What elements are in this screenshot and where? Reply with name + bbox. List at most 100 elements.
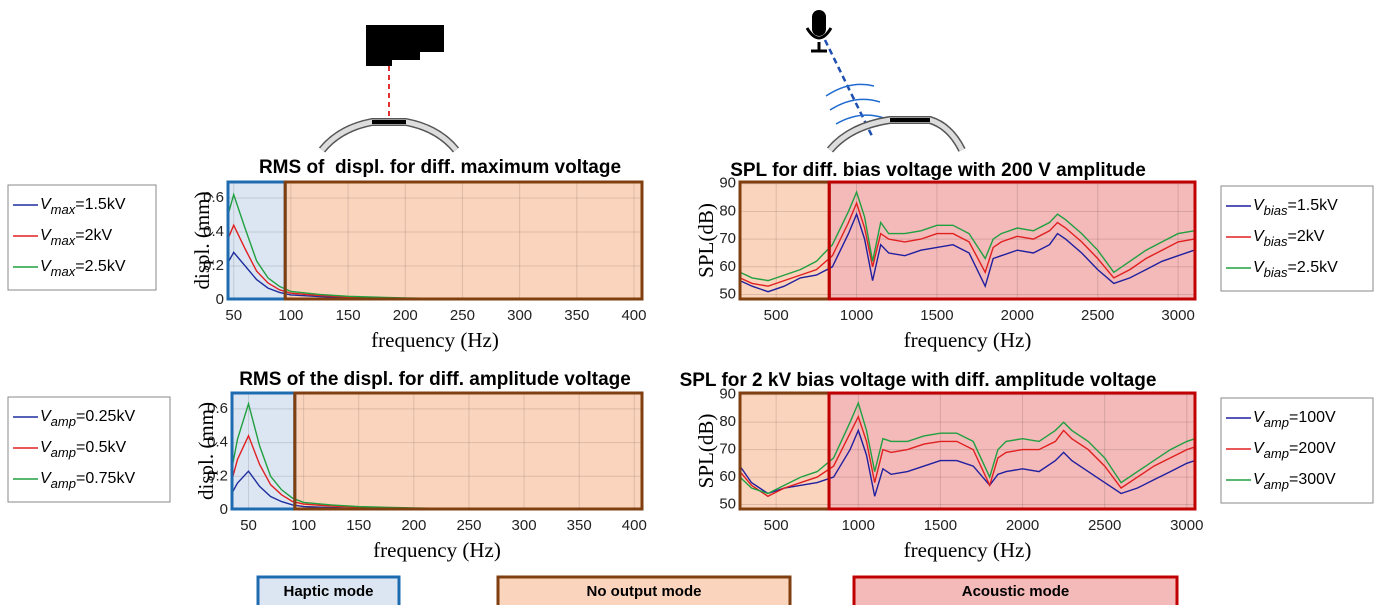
y-tick-label: 60 [719, 258, 736, 275]
x-tick-label: 1500 [924, 517, 957, 534]
mode-band [829, 181, 1195, 300]
x-tick-label: 3000 [1161, 307, 1194, 324]
legend-label: Vamp=200V [1253, 440, 1336, 461]
legend-subscript: bias [1264, 234, 1288, 249]
legend-box [1220, 185, 1374, 292]
x-tick-label: 1000 [842, 517, 875, 534]
legend-label: Vbias=2.5kV [1253, 259, 1338, 280]
legend-value: =1.5kV [1288, 197, 1339, 214]
x-axis-label: frequency (Hz) [371, 328, 499, 352]
x-tick-label: 150 [346, 517, 371, 534]
legend-subscript: amp [51, 476, 76, 491]
x-tick-label: 300 [507, 307, 532, 324]
legend-value: =200V [1289, 440, 1336, 457]
y-tick-label: 0.4 [207, 434, 228, 451]
mode-band-border [827, 391, 1197, 511]
legend-symbol: V [1253, 409, 1265, 426]
x-tick-label: 400 [621, 307, 646, 324]
y-tick-label: 0.4 [203, 223, 224, 240]
legend-value: =300V [1289, 471, 1336, 488]
x-tick-label: 350 [564, 307, 589, 324]
y-tick-label: 90 [719, 386, 736, 403]
series-line [739, 190, 1195, 282]
laser-icon [318, 25, 460, 153]
legend-symbol: V [1253, 259, 1265, 276]
x-tick-label: 500 [764, 517, 789, 534]
legend-symbol: V [40, 408, 52, 425]
legend-label: Vmax=2.5kV [40, 258, 126, 279]
legend-value: =2.5kV [1288, 259, 1339, 276]
legend-symbol: V [40, 470, 52, 487]
legend-subscript: amp [51, 445, 76, 460]
x-tick-label: 400 [622, 517, 647, 534]
mode-band [740, 392, 830, 510]
legend-value: =2.5kV [75, 258, 126, 275]
legend-subscript: amp [1264, 415, 1289, 430]
legend-label: Vamp=0.25kV [40, 408, 135, 429]
y-tick-label: 50 [719, 285, 736, 302]
y-tick-label: 0.6 [203, 189, 224, 206]
x-tick-label: 2000 [1001, 307, 1034, 324]
mode-band [294, 392, 642, 510]
legend-label: Vbias=2kV [1253, 228, 1325, 249]
legend-symbol: V [1253, 197, 1265, 214]
y-axis-label: SPL(dB) [694, 203, 718, 278]
y-tick-label: 60 [719, 468, 736, 485]
mode-legend-box [852, 575, 1179, 605]
x-tick-label: 300 [512, 517, 537, 534]
legend-subscript: amp [1264, 446, 1289, 461]
x-tick-label: 50 [225, 307, 242, 324]
legend-subscript: bias [1264, 265, 1288, 280]
x-axis-label: frequency (Hz) [904, 538, 1032, 562]
legend-symbol: V [1253, 440, 1265, 457]
x-tick-label: 3000 [1170, 517, 1203, 534]
series-line [739, 212, 1195, 293]
legend-label: Vmax=1.5kV [40, 196, 126, 217]
mode-band [285, 181, 642, 300]
x-tick-label: 200 [393, 307, 418, 324]
legend-value: =2kV [1288, 228, 1325, 245]
mode-band [228, 181, 286, 300]
mode-band [740, 181, 830, 300]
x-tick-label: 200 [401, 517, 426, 534]
legend-subscript: max [51, 202, 76, 217]
x-tick-label: 350 [567, 517, 592, 534]
y-tick-label: 80 [719, 413, 736, 430]
legend-box [7, 184, 157, 291]
legend-symbol: V [1253, 471, 1265, 488]
legend-label: Vmax=2kV [40, 227, 112, 248]
mode-band-border [293, 391, 644, 511]
y-tick-label: 0 [220, 501, 228, 518]
x-tick-label: 250 [450, 307, 475, 324]
y-tick-label: 0.6 [207, 400, 228, 417]
mode-legend-label: Acoustic mode [962, 583, 1070, 600]
legend-value: =0.75kV [76, 470, 135, 487]
chart-title: RMS of the displ. for diff. amplitude vo… [239, 369, 631, 390]
x-tick-label: 250 [456, 517, 481, 534]
legend-value: =0.25kV [76, 408, 135, 425]
x-tick-label: 2500 [1081, 307, 1114, 324]
legend-value: =100V [1289, 409, 1336, 426]
y-tick-label: 50 [719, 495, 736, 512]
y-tick-label: 90 [719, 175, 736, 192]
x-axis-label: frequency (Hz) [904, 328, 1032, 352]
legend-subscript: max [51, 233, 76, 248]
legend-symbol: V [40, 196, 52, 213]
x-tick-label: 500 [764, 307, 789, 324]
y-axis-label: SPL(dB) [694, 414, 718, 489]
legend-subscript: amp [51, 414, 76, 429]
y-tick-label: 80 [719, 202, 736, 219]
series-line [739, 400, 1196, 495]
y-axis-label: displ. (mm) [190, 191, 214, 289]
legend-label: Vamp=0.75kV [40, 470, 135, 491]
x-tick-label: 100 [291, 517, 316, 534]
legend-label: Vamp=300V [1253, 471, 1336, 492]
y-tick-label: 0 [216, 291, 224, 308]
legend-symbol: V [40, 258, 52, 275]
legend-value: =1.5kV [75, 196, 126, 213]
x-tick-label: 100 [278, 307, 303, 324]
chart-title: RMS of displ. for diff. maximum voltage [259, 157, 621, 178]
legend-value: =2kV [75, 227, 112, 244]
series-line [739, 428, 1196, 497]
